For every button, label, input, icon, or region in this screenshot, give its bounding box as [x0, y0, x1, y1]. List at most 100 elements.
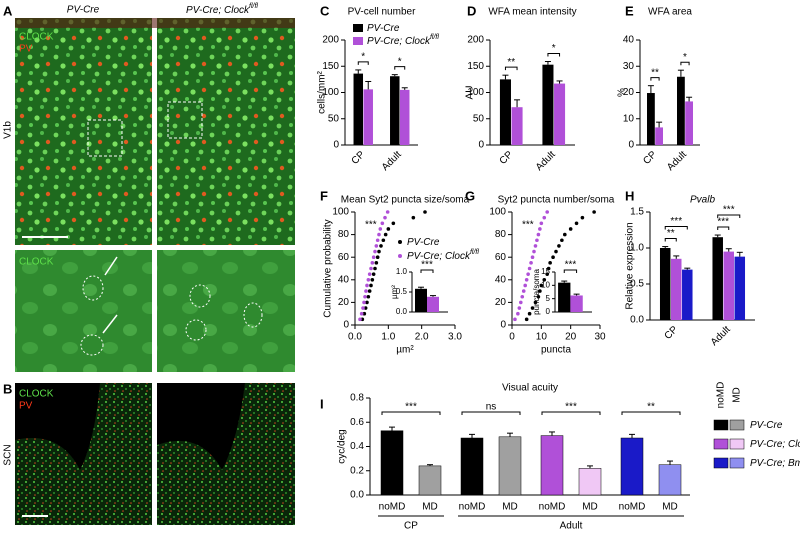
legend-swatch — [713, 457, 729, 469]
legend-marker — [398, 254, 402, 258]
point — [380, 221, 385, 226]
column-header-sup: fl/fl — [249, 3, 258, 10]
y-tick-label: 80 — [495, 229, 507, 240]
inset-bar — [570, 295, 583, 312]
inset-bar — [558, 282, 571, 312]
pointer — [104, 256, 118, 276]
legend-swatch — [729, 438, 745, 450]
legend-name: PV-Cre; Clock — [407, 251, 471, 262]
point — [386, 227, 391, 231]
bar — [498, 436, 522, 496]
y-tick-label: 0 — [500, 320, 506, 331]
legend-label: PV-Cre; Clockfl/fl — [367, 34, 439, 46]
point — [362, 300, 366, 305]
point — [546, 266, 551, 271]
legend-label: PV-Cre; Bmal1fl/fl — [750, 456, 800, 468]
y-tick-label: 0.0 — [350, 490, 364, 501]
inset-y-tick-label: 15 — [541, 267, 550, 276]
panel-letter: I — [320, 396, 324, 411]
y-axis-label: Relative expression — [625, 222, 636, 309]
point — [370, 278, 375, 282]
point — [359, 311, 364, 316]
y-tick-label: 0 — [628, 140, 634, 151]
y-tick-label: 1.5 — [630, 207, 644, 218]
y-axis-label: AU — [465, 86, 476, 100]
panel-letter: C — [320, 3, 330, 18]
point — [375, 238, 380, 243]
group-label: CP — [404, 521, 418, 532]
point — [520, 294, 525, 299]
x-tick-label: Adult — [709, 324, 733, 348]
significance-label: *** — [565, 402, 577, 413]
y-tick-label: 0.8 — [350, 393, 364, 404]
legend-name: PV-Cre; Clock — [367, 36, 431, 47]
y-tick-label: 10 — [623, 113, 635, 124]
legend-swatch — [353, 24, 363, 32]
bar — [363, 89, 373, 145]
error-bar — [629, 433, 635, 439]
panel-letter: E — [625, 3, 634, 18]
point — [365, 283, 369, 288]
point — [574, 221, 579, 226]
bar — [723, 251, 734, 320]
x-tick-label: 10 — [536, 332, 548, 343]
panel-letter: G — [465, 188, 475, 203]
significance-label: * — [398, 56, 402, 67]
legend-swatch — [713, 438, 729, 450]
point — [530, 255, 535, 259]
error-bar — [418, 286, 424, 289]
significance-label: ** — [667, 228, 675, 239]
significance-bracket — [621, 411, 681, 415]
legend-label: PV-Cre — [407, 237, 440, 248]
significance-label: *** — [565, 260, 577, 271]
x-tick-label: 0 — [509, 332, 515, 343]
x-tick-label: MD — [582, 502, 598, 513]
region-label: V1b — [3, 121, 14, 139]
image-a-2 — [157, 18, 295, 245]
point — [370, 261, 375, 265]
y-tick-label: 200 — [322, 35, 339, 46]
point — [369, 266, 373, 271]
x-tick-label: CP — [641, 149, 659, 167]
point — [519, 300, 523, 305]
x-tick-label: 0.0 — [348, 332, 362, 343]
significance-label: *** — [723, 205, 735, 216]
point — [538, 289, 542, 293]
x-tick-label: noMD — [619, 502, 646, 513]
significance-label: *** — [421, 260, 433, 271]
stain-label: CLOCK — [19, 32, 54, 43]
legend-sup: fl/fl — [470, 249, 479, 256]
inset-y-label: µm² — [390, 285, 399, 299]
significance-label: *** — [670, 216, 682, 227]
bar — [390, 76, 400, 145]
bar — [734, 256, 746, 320]
y-tick-label: 0.6 — [350, 417, 364, 428]
y-tick-label: 40 — [338, 274, 350, 285]
point — [592, 210, 596, 214]
y-tick-label: 0.2 — [350, 465, 364, 476]
legend-column: noMD — [716, 382, 727, 409]
legend-swatch — [713, 419, 729, 431]
point — [539, 283, 544, 288]
y-tick-label: 0.5 — [630, 279, 644, 290]
y-tick-label: 50 — [473, 113, 485, 124]
bar — [658, 464, 682, 496]
inset-y-tick-label: 10 — [541, 280, 550, 289]
point — [377, 249, 381, 254]
y-tick-label: 100 — [332, 207, 349, 218]
point — [373, 249, 377, 254]
soma-outline — [189, 284, 211, 308]
y-tick-label: 0 — [333, 140, 339, 151]
bar — [712, 237, 723, 320]
bar — [677, 76, 685, 145]
point — [375, 255, 380, 259]
point — [423, 210, 427, 214]
image-a-3 — [15, 250, 152, 372]
column-header: PV-Cre — [67, 5, 100, 16]
inset-y-tick-label: 0.5 — [396, 287, 408, 296]
legend-label: PV-Cre — [750, 420, 783, 431]
inset-box — [87, 119, 123, 157]
soma-outline — [185, 319, 207, 341]
legend-label: PV-Cre — [367, 23, 400, 34]
